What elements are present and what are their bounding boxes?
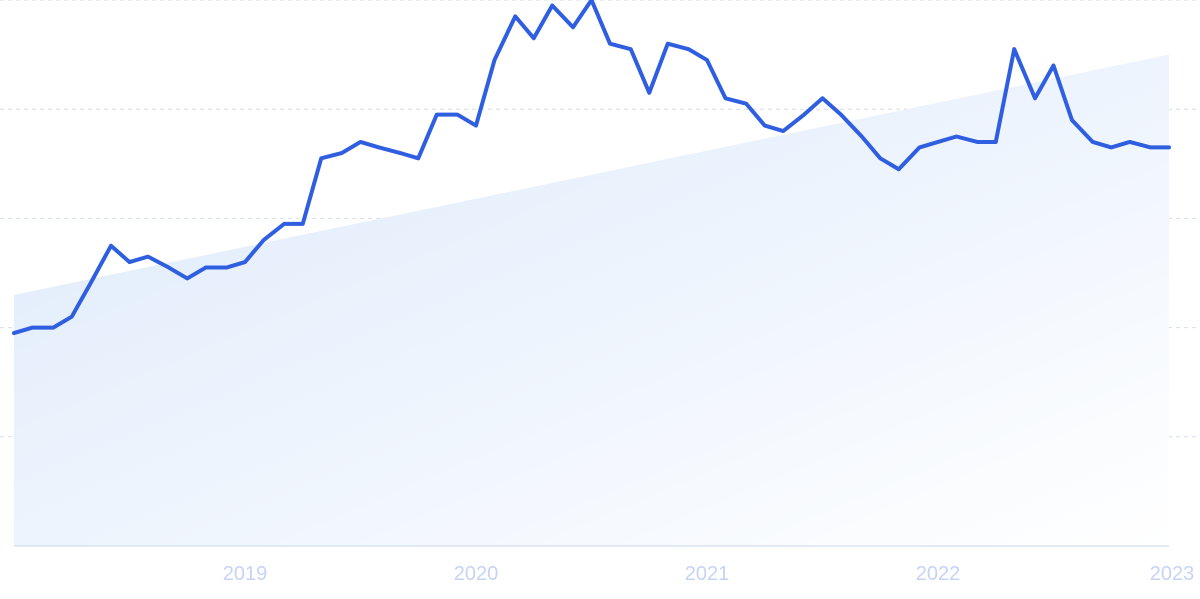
trend-area <box>14 54 1169 546</box>
series-line <box>12 0 1171 336</box>
x-tick-label-2020: 2020 <box>454 563 499 585</box>
x-tick-label-2023: 2023 <box>1150 563 1195 585</box>
x-tick-label-2021: 2021 <box>685 563 730 585</box>
x-tick-label-2019: 2019 <box>223 563 268 585</box>
x-axis-ticks: 2019 2020 2021 2022 2023 <box>223 563 1195 585</box>
x-tick-label-2022: 2022 <box>916 563 961 585</box>
